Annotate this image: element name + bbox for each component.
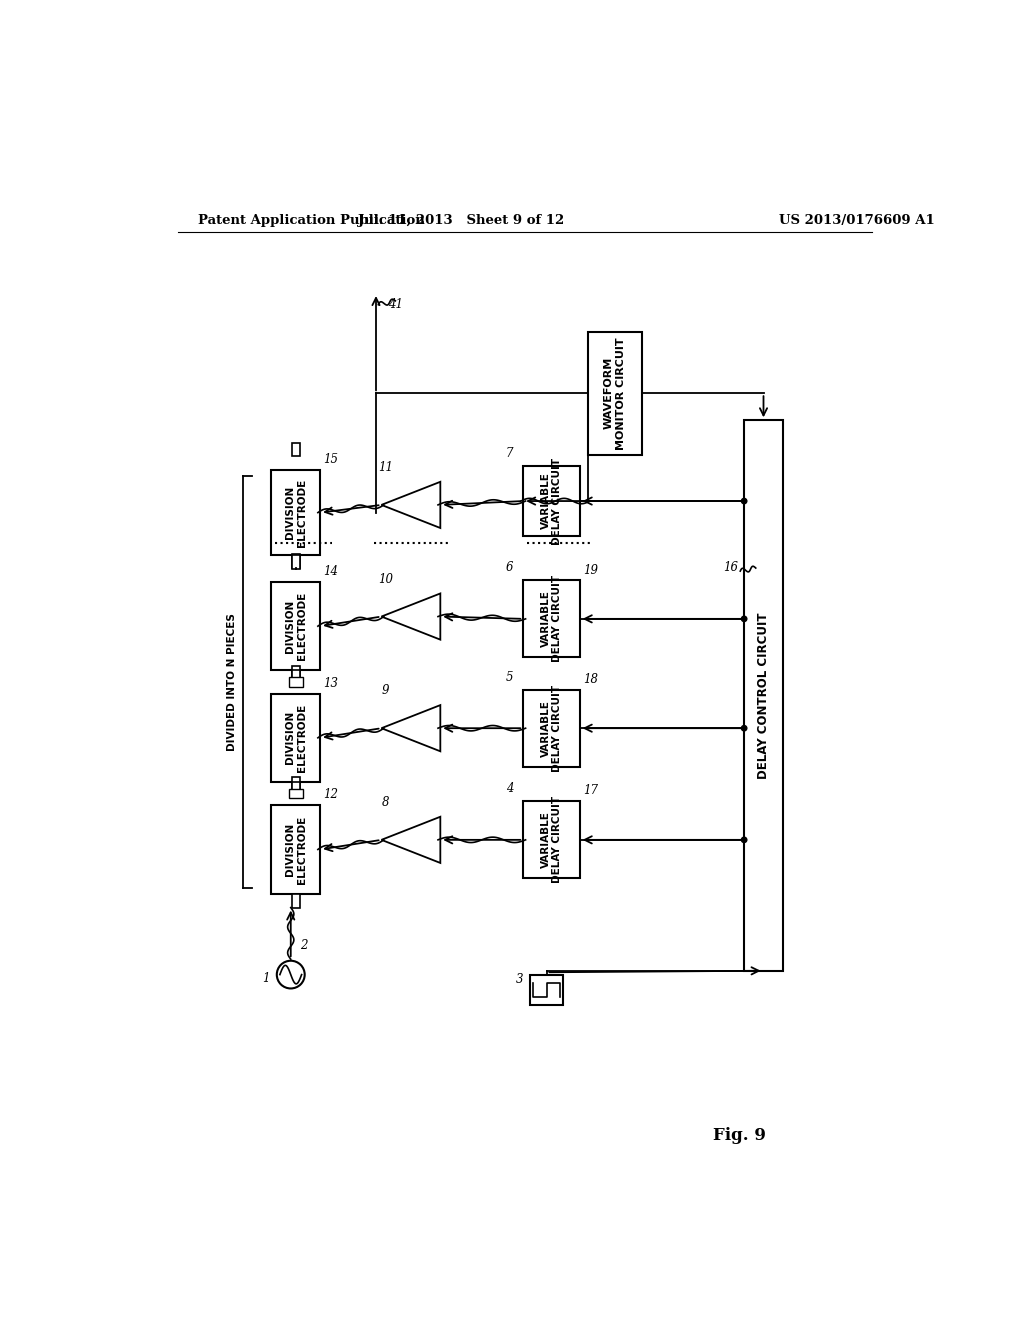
Bar — [271, 582, 321, 671]
Bar — [289, 677, 303, 686]
Bar — [292, 665, 300, 680]
Text: 14: 14 — [324, 565, 338, 578]
Bar — [289, 789, 303, 799]
Bar — [292, 442, 300, 457]
Text: DIVISION
ELECTRODE: DIVISION ELECTRODE — [285, 816, 306, 883]
Text: Jul. 11, 2013   Sheet 9 of 12: Jul. 11, 2013 Sheet 9 of 12 — [358, 214, 564, 227]
Bar — [271, 470, 321, 554]
Text: 4: 4 — [506, 783, 513, 795]
Text: 9: 9 — [382, 684, 389, 697]
Bar — [744, 420, 783, 970]
Text: 5: 5 — [506, 671, 513, 684]
Bar — [292, 894, 300, 908]
Text: 8: 8 — [382, 796, 389, 809]
Bar — [523, 689, 580, 767]
Text: 7: 7 — [506, 447, 513, 461]
Text: 19: 19 — [583, 564, 598, 577]
Text: DIVISION
ELECTRODE: DIVISION ELECTRODE — [285, 704, 306, 772]
Bar — [292, 671, 300, 684]
Text: US 2013/0176609 A1: US 2013/0176609 A1 — [779, 214, 935, 227]
Text: 1: 1 — [262, 972, 269, 985]
Text: Fig. 9: Fig. 9 — [713, 1127, 766, 1144]
Bar — [292, 777, 300, 792]
Text: VARIABLE
DELAY CIRCUIT: VARIABLE DELAY CIRCUIT — [541, 685, 562, 772]
Text: 11: 11 — [378, 461, 393, 474]
Text: Patent Application Publication: Patent Application Publication — [198, 214, 425, 227]
Text: 18: 18 — [583, 673, 598, 686]
Text: DELAY CONTROL CIRCUIT: DELAY CONTROL CIRCUIT — [757, 612, 770, 779]
Bar — [271, 693, 321, 781]
Text: VARIABLE
DELAY CIRCUIT: VARIABLE DELAY CIRCUIT — [541, 576, 562, 663]
Text: VARIABLE
DELAY CIRCUIT: VARIABLE DELAY CIRCUIT — [541, 458, 562, 545]
Circle shape — [741, 499, 746, 504]
Text: 2: 2 — [300, 939, 307, 952]
Circle shape — [741, 837, 746, 842]
Text: VARIABLE
DELAY CIRCUIT: VARIABLE DELAY CIRCUIT — [541, 796, 562, 883]
Text: 6: 6 — [506, 561, 513, 574]
Text: WAVEFORM
MONITOR CIRCUIT: WAVEFORM MONITOR CIRCUIT — [604, 337, 626, 450]
Bar — [271, 805, 321, 894]
Bar — [292, 554, 300, 568]
Text: 17: 17 — [583, 784, 598, 797]
Text: 41: 41 — [388, 298, 402, 312]
Circle shape — [741, 616, 746, 622]
Bar — [530, 975, 563, 1005]
Text: DIVIDED INTO N PIECES: DIVIDED INTO N PIECES — [227, 612, 237, 751]
Text: 13: 13 — [324, 677, 338, 689]
Text: 16: 16 — [723, 561, 738, 574]
Bar — [292, 781, 300, 796]
Bar — [523, 801, 580, 878]
Bar — [523, 581, 580, 657]
Circle shape — [741, 726, 746, 731]
Text: 3: 3 — [516, 973, 523, 986]
Text: DIVISION
ELECTRODE: DIVISION ELECTRODE — [285, 593, 306, 660]
Text: 15: 15 — [324, 453, 338, 466]
Text: 10: 10 — [378, 573, 393, 586]
Text: DIVISION
ELECTRODE: DIVISION ELECTRODE — [285, 478, 306, 546]
Bar — [523, 466, 580, 536]
Text: 12: 12 — [324, 788, 338, 801]
Bar — [588, 331, 642, 455]
Bar — [292, 554, 300, 569]
